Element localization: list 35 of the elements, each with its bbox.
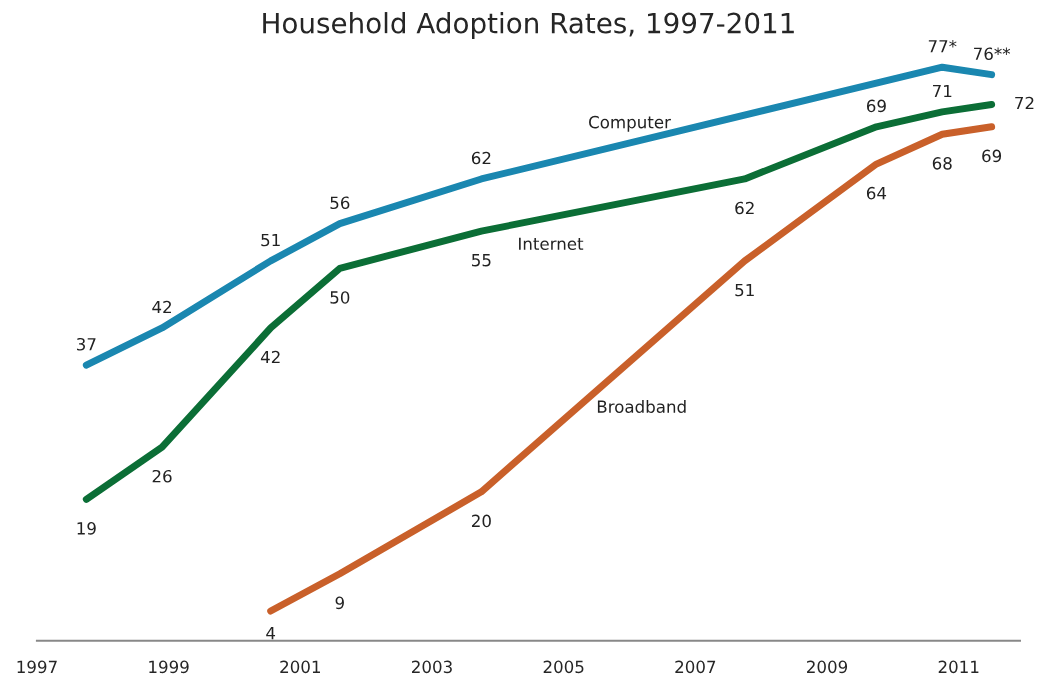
data-label: 71 — [933, 84, 952, 98]
x-tick-label: 2005 — [543, 660, 584, 674]
data-label: 55 — [472, 254, 491, 267]
data-label: 72 — [1015, 96, 1034, 110]
data-label: 42 — [152, 300, 171, 314]
data-label: 69 — [866, 99, 886, 113]
x-tick-label: 1999 — [149, 660, 189, 674]
data-label: 37 — [77, 337, 96, 351]
data-label: 77* — [928, 39, 957, 53]
data-label: 19 — [77, 522, 96, 535]
data-label: 62 — [471, 151, 491, 165]
data-label: 4 — [266, 627, 276, 640]
series-label: Internet — [519, 237, 584, 251]
data-label: 69 — [982, 149, 1002, 163]
x-tick-label: 1997 — [17, 660, 57, 674]
data-label: 26 — [152, 469, 172, 483]
data-label: 62 — [735, 201, 754, 215]
data-label: 50 — [330, 291, 350, 304]
x-tick-label: 2011 — [938, 660, 979, 674]
data-label: 51 — [735, 283, 754, 297]
data-label: 76** — [974, 47, 1011, 61]
x-tick-label: 2001 — [280, 660, 320, 674]
data-label: 64 — [866, 186, 887, 200]
chart-title: Household Adoption Rates, 1997-2011 — [263, 12, 794, 39]
x-tick-label: 2009 — [807, 660, 848, 674]
series-label: Broadband — [597, 400, 686, 413]
x-tick-label: 2003 — [412, 660, 452, 674]
data-label: 56 — [330, 196, 350, 210]
data-label: 51 — [261, 233, 280, 247]
data-label: 42 — [260, 350, 280, 364]
x-tick-label: 2007 — [675, 660, 716, 674]
data-label: 20 — [471, 514, 491, 528]
series-label: Computer — [589, 115, 671, 132]
data-label: 68 — [932, 157, 952, 170]
data-label: 9 — [335, 596, 344, 610]
